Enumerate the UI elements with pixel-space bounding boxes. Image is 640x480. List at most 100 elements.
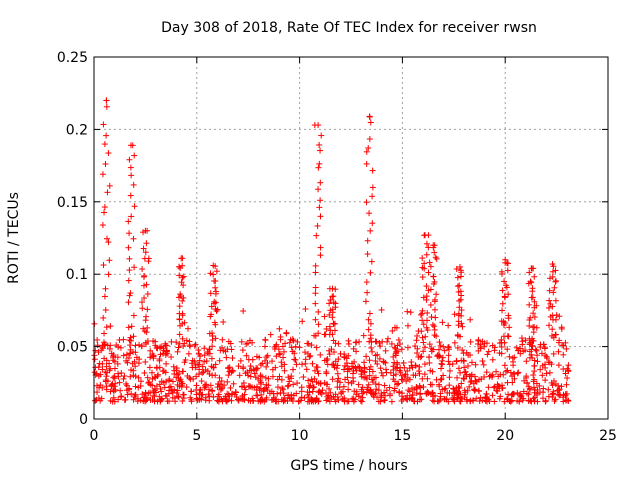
data-point xyxy=(467,338,474,345)
data-point xyxy=(461,387,468,394)
data-point xyxy=(451,392,458,399)
data-point xyxy=(551,284,558,291)
data-point xyxy=(144,290,151,297)
data-point xyxy=(375,381,382,388)
data-point xyxy=(255,398,262,405)
data-point xyxy=(523,358,530,365)
data-point xyxy=(277,350,284,357)
data-point xyxy=(279,385,286,392)
data-point xyxy=(169,389,176,396)
data-point xyxy=(331,364,338,371)
data-point xyxy=(531,386,538,393)
data-point xyxy=(527,314,534,321)
data-point xyxy=(366,366,373,373)
data-point xyxy=(445,352,452,359)
data-point xyxy=(549,391,556,398)
data-point xyxy=(426,359,433,366)
data-point xyxy=(263,363,270,370)
data-point xyxy=(310,397,317,404)
data-point xyxy=(121,372,128,379)
data-point xyxy=(505,291,512,298)
data-point xyxy=(156,364,163,371)
data-point xyxy=(135,374,142,381)
data-point xyxy=(463,396,470,403)
data-point xyxy=(363,353,370,360)
data-point xyxy=(180,391,187,398)
data-point xyxy=(293,361,300,368)
data-point xyxy=(114,360,121,367)
data-point xyxy=(312,300,319,307)
data-point xyxy=(240,380,247,387)
data-point xyxy=(294,338,301,345)
data-point xyxy=(313,395,320,402)
data-point xyxy=(276,373,283,380)
data-point xyxy=(278,376,285,383)
data-point xyxy=(491,347,498,354)
data-point xyxy=(374,360,381,367)
data-point xyxy=(419,264,426,271)
data-point xyxy=(97,382,104,389)
data-point xyxy=(245,372,252,379)
data-point xyxy=(341,395,348,402)
data-point xyxy=(264,352,271,359)
data-point xyxy=(510,358,517,365)
data-point xyxy=(544,355,551,362)
data-point xyxy=(361,359,368,366)
data-point xyxy=(556,337,563,344)
data-point xyxy=(314,364,321,371)
data-point xyxy=(355,363,362,370)
data-point xyxy=(468,377,475,384)
data-point xyxy=(433,291,440,298)
data-point xyxy=(99,366,106,373)
data-point xyxy=(217,347,224,354)
data-point xyxy=(239,347,246,354)
data-point xyxy=(426,259,433,266)
data-point xyxy=(428,348,435,355)
data-point xyxy=(127,334,134,341)
data-point xyxy=(479,338,486,345)
data-point xyxy=(416,370,423,377)
data-point xyxy=(317,380,324,387)
data-point xyxy=(421,361,428,368)
data-point xyxy=(127,290,134,297)
axis-ticks: 0 5 10 15 20 25 0 0.05 0.1 0.15 0.2 0.25 xyxy=(57,50,617,444)
data-point xyxy=(417,311,424,318)
data-point xyxy=(323,397,330,404)
data-point xyxy=(210,271,217,278)
data-point xyxy=(451,339,458,346)
data-point xyxy=(431,323,438,330)
data-point xyxy=(306,389,313,396)
data-point xyxy=(545,386,552,393)
data-point xyxy=(565,397,572,404)
data-point xyxy=(446,361,453,368)
data-point xyxy=(300,374,307,381)
data-point xyxy=(533,380,540,387)
y-tick-label: 0 xyxy=(79,412,88,428)
data-point xyxy=(238,338,245,345)
data-point xyxy=(417,354,424,361)
data-point xyxy=(143,329,150,336)
data-point xyxy=(526,269,533,276)
x-tick-label: 20 xyxy=(496,428,514,444)
data-point xyxy=(420,294,427,301)
data-point xyxy=(142,227,149,234)
data-point xyxy=(195,350,202,357)
data-point xyxy=(366,372,373,379)
data-point xyxy=(368,344,375,351)
data-point xyxy=(144,374,151,381)
data-point xyxy=(369,184,376,191)
data-point xyxy=(239,396,246,403)
data-point xyxy=(305,394,312,401)
data-point xyxy=(377,343,384,350)
data-point xyxy=(131,358,138,365)
data-point xyxy=(278,359,285,366)
data-point xyxy=(103,103,110,110)
data-point xyxy=(150,392,157,399)
data-point xyxy=(362,298,369,305)
data-point xyxy=(175,294,182,301)
data-point xyxy=(429,397,436,404)
data-point xyxy=(490,384,497,391)
data-point xyxy=(103,132,110,139)
data-point xyxy=(413,337,420,344)
data-point xyxy=(326,385,333,392)
